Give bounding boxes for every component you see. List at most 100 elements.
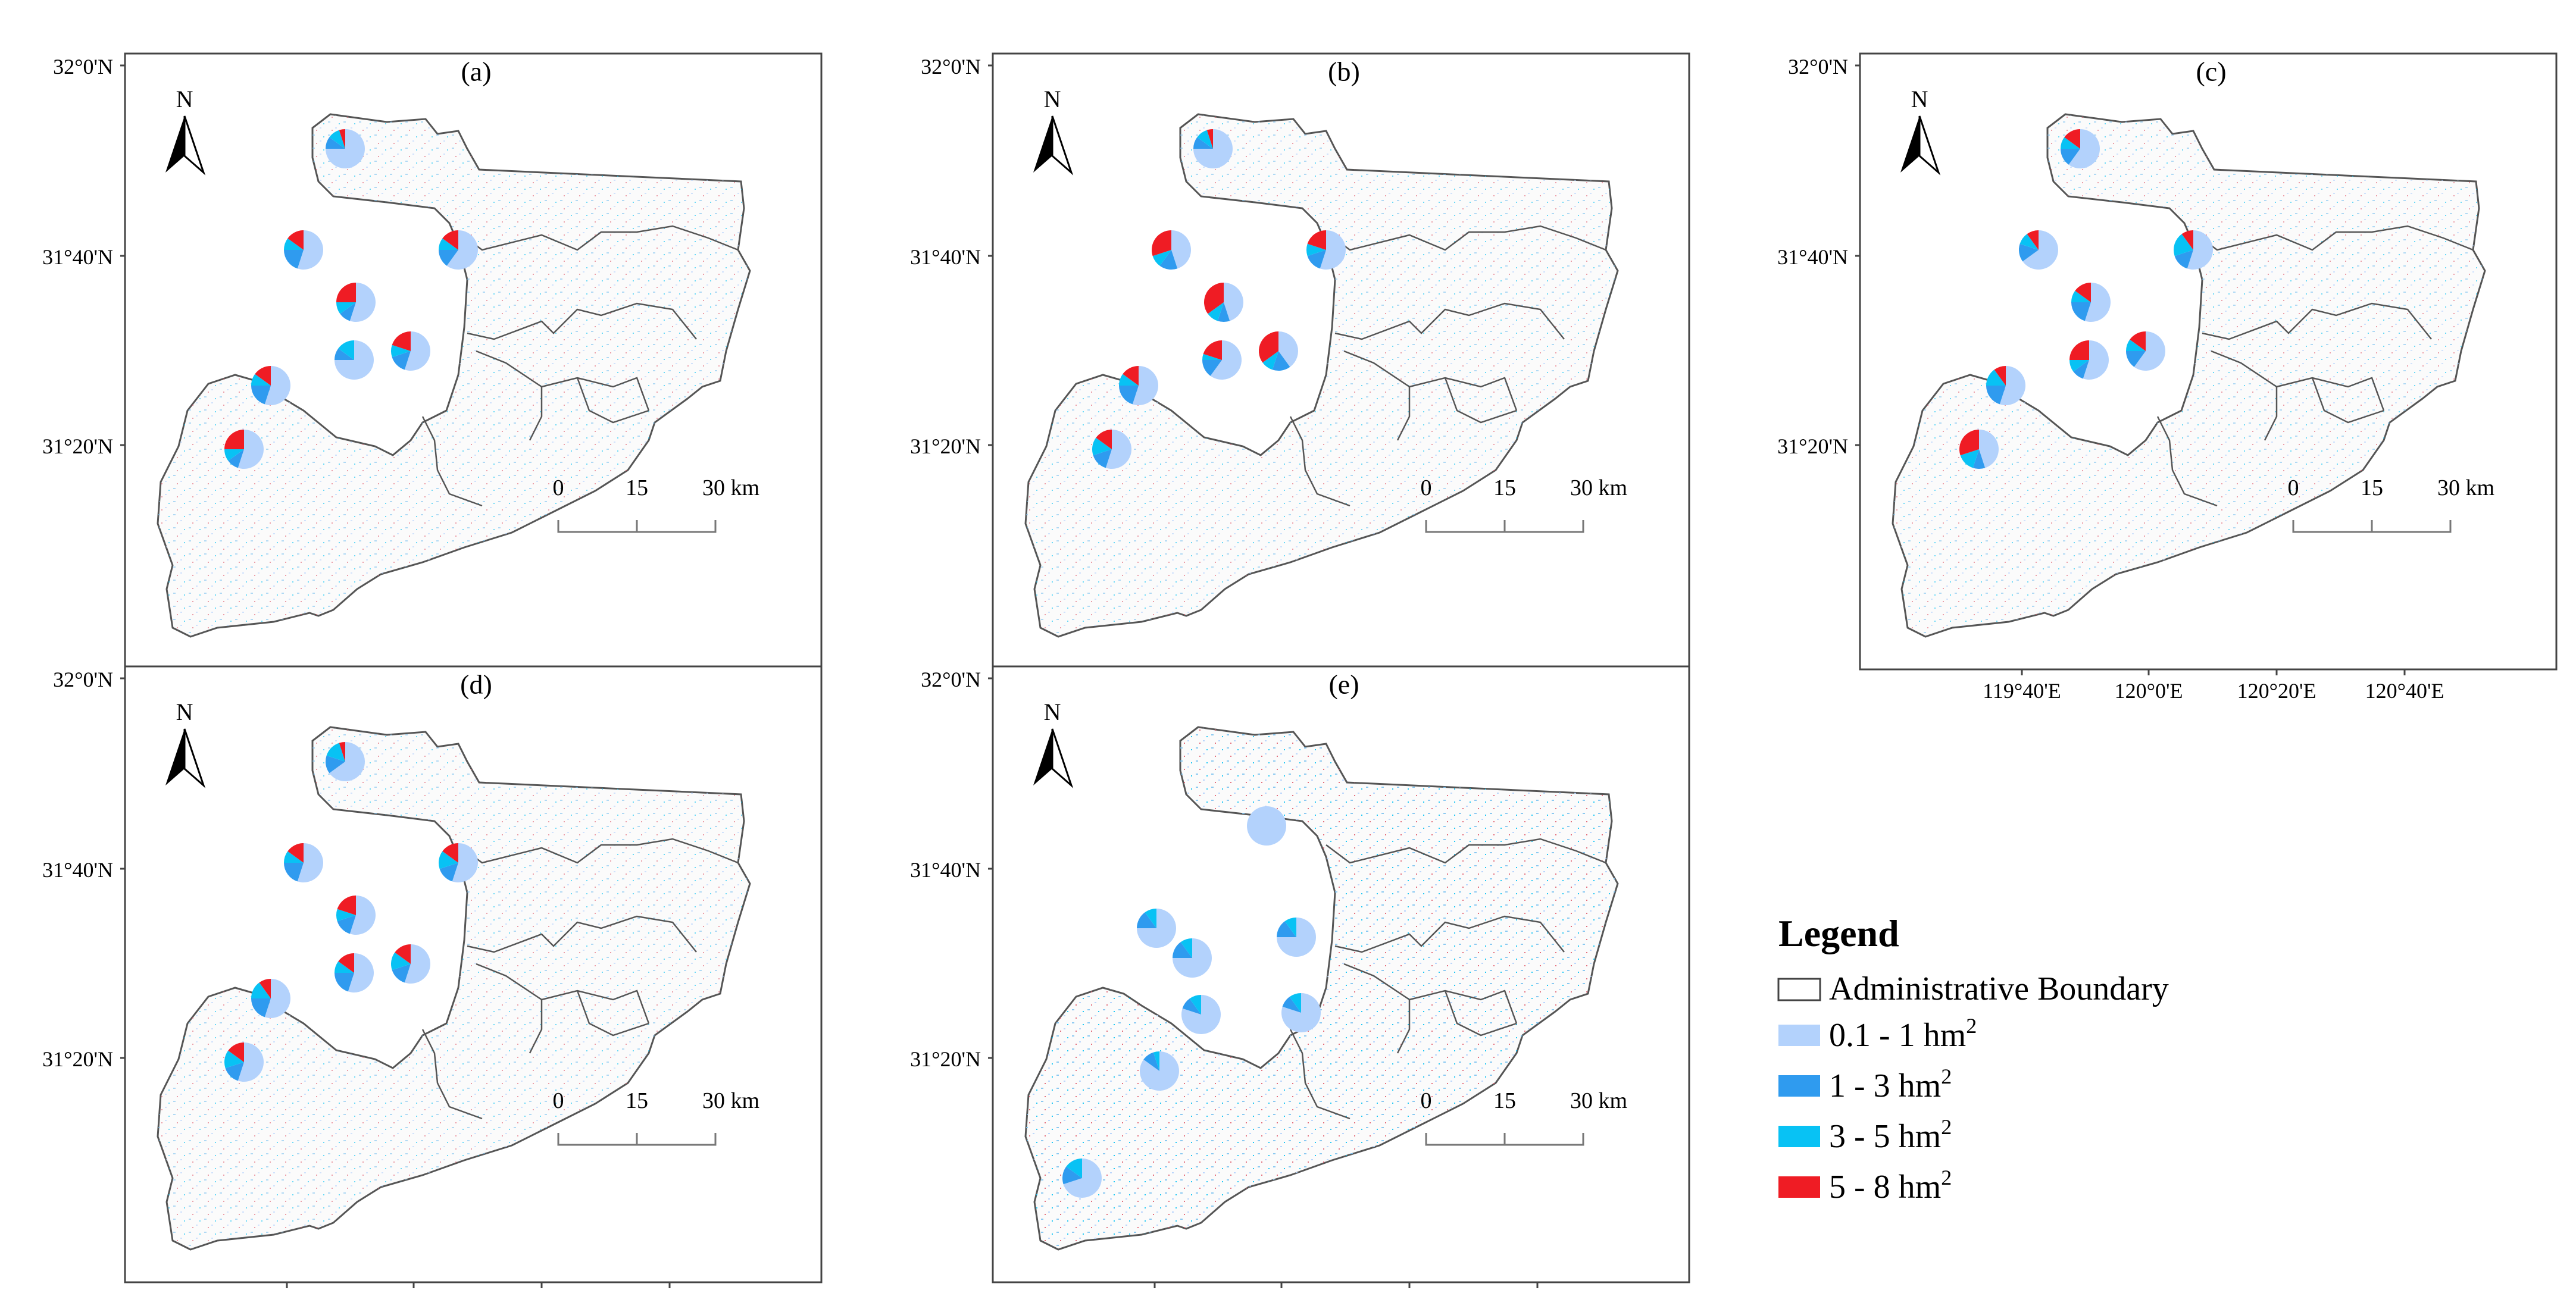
pie-slice [264,366,290,405]
pie-slice [1132,366,1158,405]
pie-slice [2022,230,2058,270]
pie-southwest [251,979,290,1018]
pie-west-mid [1137,909,1176,948]
pie-slice [237,1042,264,1082]
pie-southwest [1986,366,2025,405]
pie-slice [439,238,458,250]
legend-item-range: 1 - 3 hm [1829,1067,1941,1104]
pie-slice [391,952,411,970]
pie-slice [1210,340,1242,380]
pie-slice [1153,1051,1159,1071]
legend-boundary-swatch [1777,978,1821,1001]
pie-slice [1289,993,1301,1013]
latitude-label: 31°20'N [910,434,981,458]
pie-south-center [1202,340,1242,380]
pie-slice [336,283,356,302]
pie-slice [329,742,365,781]
district-boundary [1334,915,1565,953]
scale-label: 30 km [1570,475,1627,500]
pie-slice [287,230,304,250]
pie-slice [395,944,411,964]
legend-item-superscript: 2 [1966,1014,1977,1038]
pie-slice [1284,918,1296,937]
district-boundary [576,990,649,1037]
pie-north [1247,806,1286,846]
pie-slice [392,964,411,983]
pie-southwest [251,366,290,405]
pie-slice [1994,366,2006,386]
pie-slice [348,953,374,992]
pie-south-center [2069,340,2109,380]
pie-slice [1272,351,1290,371]
pie-center [2071,283,2111,322]
scale-label: 0 [553,475,564,500]
legend-title: Legend [1778,912,1899,954]
pie-slice [329,130,345,149]
panel-label: (e) [1328,669,1359,700]
pie-slice [1193,137,1213,149]
pie-slice [1208,302,1224,321]
district-boundary [1409,377,1518,411]
pie-slice [297,843,323,882]
map-panel: (c) N 0 15 30 km 32°0'N 31°40'N 31°20'N 119°40'E… [1777,52,2558,703]
pie-slice [284,238,304,250]
pie-slice [1062,1166,1082,1185]
pie-east [439,843,479,882]
district-boundary [1289,416,1350,507]
pie-slice [1182,998,1201,1015]
pie-west-mid [1152,230,1191,270]
latitude-label: 31°40'N [910,858,981,882]
scale-bar: 0 15 30 km [1421,475,1627,533]
pie-slice [2181,230,2193,250]
north-label: N [1044,86,1061,112]
scale-label: 0 [553,1088,564,1113]
scale-line [557,520,717,533]
pie-slice [1203,340,1222,360]
pie-slice [439,863,458,882]
district-boundary [541,990,650,1024]
pie-slice [439,851,458,869]
pie-slice [1986,386,2006,405]
legend-item-superscript: 2 [1941,1115,1952,1139]
district-boundary [576,377,649,424]
district-boundary [541,377,650,411]
latitude-label: 31°20'N [42,1047,113,1071]
pie-slice [339,742,345,762]
north-arrow: N [165,699,206,788]
pie-center [336,283,376,322]
pie-slice [1202,353,1222,360]
pie-slice [284,863,304,882]
pie-slice [336,302,356,314]
pie-slice [334,961,354,973]
pie-slice [1320,230,1346,270]
pie-slice [228,449,244,468]
longitude-label: 120°20'E [2237,679,2316,703]
pie-south-center [1181,995,1221,1034]
pie-far-southwest [224,1042,264,1082]
pie-slice [225,1062,244,1081]
district-boundary [1444,990,1517,1037]
pie-slice [2174,250,2193,269]
pie-east [1277,918,1316,957]
axis-ticks: 32°0'N31°40'N31°20'N119°40'E120°0'E120°2… [910,668,1539,1288]
north-arrow-left [1033,116,1052,173]
legend-swatch [1778,1176,1820,1198]
pie-slice [1206,129,1213,149]
longitude-label: 120°0'E [2115,679,2183,703]
pie-slice [251,374,271,386]
north-label: N [1044,699,1061,725]
pie-southeast [2126,331,2165,371]
pie-slice [2061,137,2080,149]
pie-slice [1277,921,1296,937]
pie-slice [2083,340,2109,380]
scale-label: 30 km [1570,1088,1627,1113]
scale-label: 0 [2288,475,2299,500]
pie-slice [1247,806,1286,846]
pie-south-center [334,340,374,380]
pie-slice [1143,1052,1159,1071]
pie-west-mid [2019,230,2058,270]
legend-swatch [1778,1126,1820,1147]
pie-slice [1119,386,1139,405]
district-boundary [2276,377,2385,411]
north-arrow-right [183,728,206,788]
